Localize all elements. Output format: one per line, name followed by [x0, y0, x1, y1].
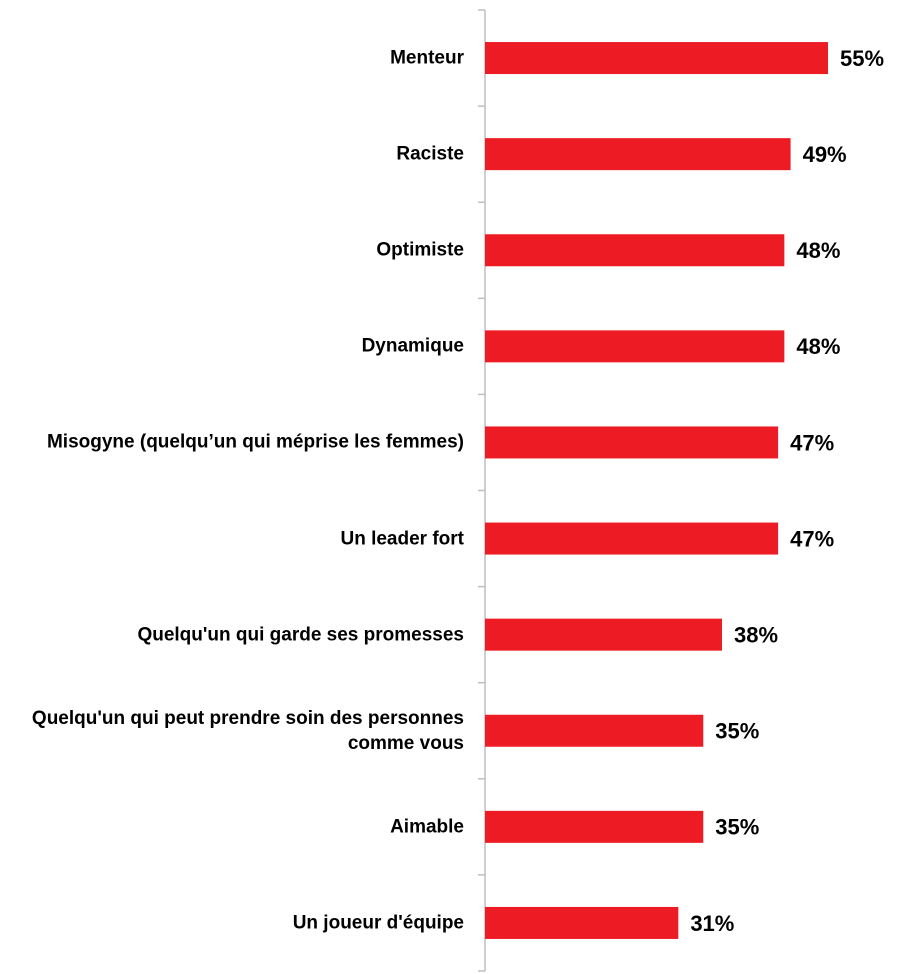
value-label: 47%: [790, 526, 834, 551]
value-label: 38%: [734, 622, 778, 647]
bar: [485, 426, 779, 459]
bar: [485, 618, 722, 651]
category-label: Un leader fort: [340, 528, 464, 550]
bar: [485, 330, 785, 363]
value-label: 31%: [690, 911, 734, 936]
bar: [485, 234, 785, 267]
category-label: Dynamique: [361, 335, 464, 357]
category-label: Quelqu'un qui peut prendre soin des pers…: [31, 707, 464, 754]
category-label: Aimable: [390, 816, 464, 838]
category-label: Un joueur d'équipe: [292, 912, 464, 934]
value-label: 48%: [796, 238, 840, 263]
bar: [485, 906, 679, 939]
bar: [485, 714, 704, 747]
value-label: 35%: [715, 719, 759, 744]
value-label: 47%: [790, 430, 834, 455]
value-label: 35%: [715, 815, 759, 840]
bar: [485, 138, 791, 171]
bar: [485, 42, 828, 75]
value-label: 55%: [840, 46, 884, 71]
category-label: Misogyne (quelqu’un qui méprise les femm…: [46, 431, 464, 453]
category-label: Optimiste: [376, 239, 464, 261]
bar: [485, 810, 704, 843]
value-label: 49%: [803, 142, 847, 167]
category-label: Quelqu'un qui garde ses promesses: [137, 624, 464, 646]
category-label: Menteur: [390, 47, 464, 69]
value-label: 48%: [796, 334, 840, 359]
bar: [485, 522, 779, 555]
category-label: Raciste: [396, 143, 464, 165]
